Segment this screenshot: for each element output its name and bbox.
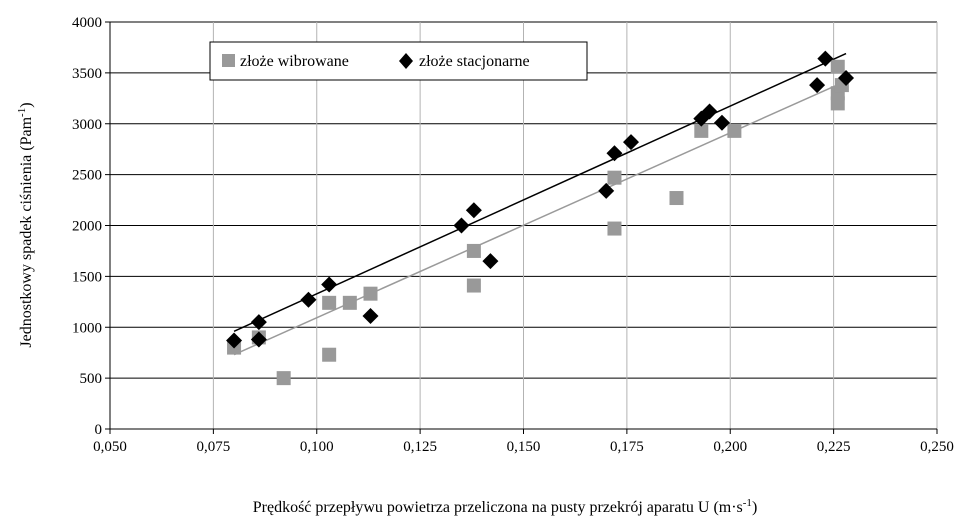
data-point-square <box>466 278 481 293</box>
y-axis-title: Jednostkowy spadek ciśnienia (Pam-1) <box>16 102 35 347</box>
y-axis-title-end: ) <box>18 102 35 107</box>
data-point-diamond <box>606 145 623 162</box>
data-point-diamond <box>250 314 267 331</box>
y-tick-label: 3000 <box>72 117 102 133</box>
y-tick-label: 3500 <box>72 66 102 82</box>
legend-label-series-2: złoże stacjonarne <box>419 53 530 70</box>
data-point-diamond <box>623 134 640 151</box>
data-point-square <box>669 191 684 206</box>
data-point-square <box>727 123 742 138</box>
data-point-diamond <box>482 253 499 270</box>
x-tick-label: 0,175 <box>610 439 644 455</box>
data-point-square <box>276 371 291 386</box>
y-axis-title-main: Jednostkowy spadek ciśnienia (Pam <box>18 116 35 347</box>
x-axis-title-end: ) <box>752 499 757 516</box>
y-tick-label: 2500 <box>72 168 102 184</box>
y-axis-title-sup: -1 <box>16 108 28 117</box>
legend-marker-square <box>222 54 235 67</box>
y-tick-label: 0 <box>95 422 103 438</box>
data-point-square <box>322 295 337 310</box>
data-points <box>226 50 855 386</box>
data-point-square <box>607 170 622 185</box>
data-point-diamond <box>809 77 826 94</box>
data-point-square <box>694 123 709 138</box>
data-point-square <box>322 347 337 362</box>
y-tick-label: 500 <box>80 371 103 387</box>
y-tick-label: 1000 <box>72 320 102 336</box>
x-tick-label: 0,075 <box>197 439 231 455</box>
data-point-diamond <box>321 276 338 293</box>
y-axis-ticks: 0 500 1000 1500 2000 2500 3000 3500 4000 <box>72 15 110 438</box>
x-tick-label: 0,200 <box>713 439 747 455</box>
legend-marker-diamond <box>399 53 413 69</box>
y-tick-label: 1500 <box>72 269 102 285</box>
legend-box <box>209 41 588 81</box>
data-point-diamond <box>598 182 615 199</box>
x-tick-label: 0,150 <box>507 439 541 455</box>
data-point-diamond <box>453 217 470 234</box>
data-point-square <box>830 59 845 74</box>
x-axis-title-sup: -1 <box>743 497 752 509</box>
data-point-diamond <box>713 114 730 131</box>
data-point-diamond <box>250 331 267 348</box>
x-tick-label: 0,125 <box>403 439 437 455</box>
x-tick-label: 0,225 <box>817 439 851 455</box>
x-tick-label: 0,250 <box>920 439 954 455</box>
x-tick-label: 0,050 <box>93 439 127 455</box>
data-point-diamond <box>300 291 317 308</box>
x-axis-ticks: 0,050 0,075 0,100 0,125 0,150 0,175 0,200 0,225… <box>93 429 954 455</box>
legend-label-series-1: złoże wibrowane <box>240 53 349 70</box>
data-point-diamond <box>465 202 482 219</box>
y-tick-label: 2000 <box>72 219 102 235</box>
grid-lines <box>110 21 938 429</box>
data-point-diamond <box>226 332 243 349</box>
data-point-diamond <box>817 50 834 67</box>
data-point-square <box>607 221 622 236</box>
data-point-square <box>342 295 357 310</box>
x-axis-title-main: Prędkość przepływu powietrza przeliczona… <box>253 499 743 516</box>
legend: złoże wibrowane złoże stacjonarne <box>209 41 588 81</box>
data-point-diamond <box>362 308 379 325</box>
data-point-diamond <box>701 103 718 120</box>
x-tick-label: 0,100 <box>300 439 334 455</box>
data-point-diamond <box>838 69 855 86</box>
data-point-square <box>830 96 845 111</box>
x-axis-title: Prędkość przepływu powietrza przeliczona… <box>253 497 758 516</box>
data-point-square <box>363 286 378 301</box>
data-point-square <box>466 243 481 258</box>
y-tick-label: 4000 <box>72 15 102 31</box>
